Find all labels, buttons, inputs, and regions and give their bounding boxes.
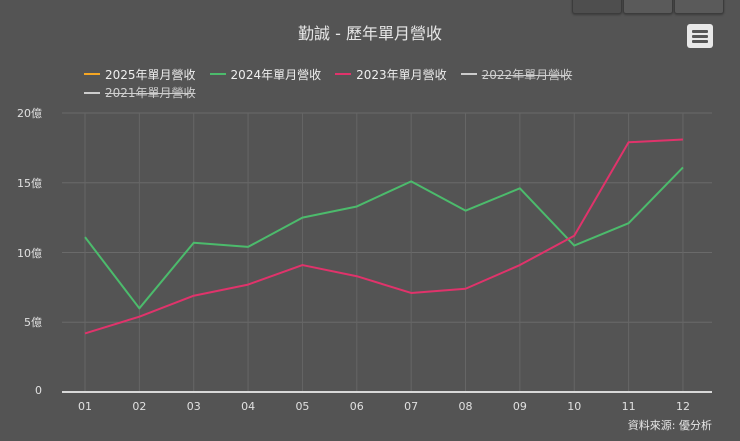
- x-tick-label: 08: [458, 400, 473, 413]
- y-tick-label: 15億: [17, 176, 42, 190]
- x-tick-label: 12: [675, 400, 690, 413]
- legend-swatch-icon: [460, 73, 477, 75]
- range-tab-3[interactable]: [674, 0, 724, 14]
- legend-label: 2025年單月營收: [105, 67, 196, 82]
- x-tick-label: 03: [186, 400, 201, 413]
- hamburger-menu-icon[interactable]: [687, 24, 713, 48]
- x-tick-label: 05: [295, 400, 310, 413]
- x-tick-label: 06: [349, 400, 364, 413]
- y-tick-label: 20億: [17, 107, 42, 120]
- legend-item[interactable]: 2025年單月營收: [84, 66, 196, 83]
- chart-title: 勤誠 - 歷年單月營收: [298, 24, 442, 43]
- y-tick-label: 0: [35, 384, 42, 397]
- legend-swatch-icon: [84, 91, 100, 94]
- range-tab-1[interactable]: [572, 0, 622, 14]
- legend-label: 2022年單月營收: [481, 67, 573, 82]
- legend-item[interactable]: 2021年單月營收: [84, 84, 196, 101]
- legend-label: 2021年單月營收: [105, 86, 196, 100]
- range-tab-2[interactable]: [623, 0, 673, 14]
- legend-item[interactable]: 2022年單月營收: [460, 66, 573, 83]
- legend-swatch-icon: [209, 73, 226, 75]
- x-tick-label: 09: [512, 400, 527, 413]
- legend-swatch-icon: [335, 73, 352, 75]
- y-tick-label: 10億: [17, 246, 42, 260]
- y-tick-label: 5億: [24, 316, 42, 330]
- x-tick-label: 01: [78, 400, 92, 413]
- x-tick-label: 07: [404, 400, 419, 413]
- data-source-credit: 資料來源: 優分析: [627, 419, 712, 432]
- x-tick-label: 02: [132, 400, 147, 413]
- legend-item[interactable]: 2023年單月營收: [335, 66, 447, 83]
- x-tick-label: 10: [567, 400, 582, 413]
- x-tick-label: 04: [241, 400, 256, 413]
- legend-label: 2024年單月營收: [230, 67, 322, 82]
- legend-item[interactable]: 2024年單月營收: [209, 66, 322, 83]
- series-line: [84, 138, 684, 335]
- series-line: [84, 166, 684, 310]
- x-tick-label: 11: [621, 400, 636, 413]
- legend-label: 2023年單月營收: [356, 67, 447, 82]
- range-tabs: [571, 0, 724, 14]
- legend-swatch-icon: [84, 73, 100, 75]
- chart-legend: 2025年單月營收 2024年單月營收 2023年單月營收 2022年單月營收 2021…: [84, 64, 704, 101]
